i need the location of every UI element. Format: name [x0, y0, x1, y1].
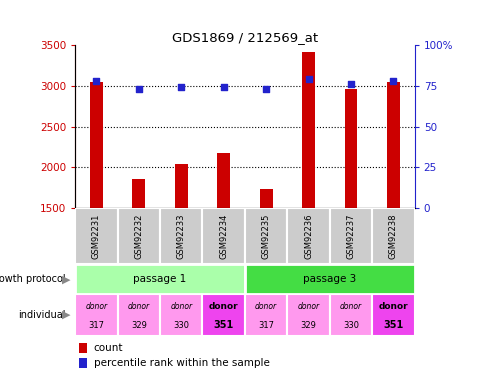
Title: GDS1869 / 212569_at: GDS1869 / 212569_at: [171, 31, 318, 44]
Text: donor: donor: [378, 302, 408, 311]
Point: [389, 78, 396, 84]
Bar: [386, 82, 399, 208]
Text: GSM92233: GSM92233: [176, 213, 185, 259]
Text: donor: donor: [170, 302, 192, 311]
Bar: [75, 208, 117, 264]
Text: percentile rank within the sample: percentile rank within the sample: [94, 358, 269, 368]
Bar: [287, 294, 329, 336]
Point: [177, 84, 185, 90]
Bar: [329, 294, 372, 336]
Bar: [78, 343, 87, 352]
Text: 329: 329: [131, 321, 147, 330]
Text: 329: 329: [300, 321, 316, 330]
Bar: [244, 264, 414, 294]
Text: individual: individual: [18, 310, 65, 320]
Point: [135, 86, 142, 92]
Bar: [160, 208, 202, 264]
Bar: [90, 82, 103, 208]
Bar: [202, 208, 244, 264]
Point: [92, 78, 100, 84]
Text: 317: 317: [257, 321, 273, 330]
Bar: [287, 208, 329, 264]
Bar: [202, 294, 244, 336]
Text: donor: donor: [339, 302, 362, 311]
Text: donor: donor: [85, 302, 107, 311]
Text: count: count: [94, 343, 123, 352]
Bar: [132, 179, 145, 208]
Text: GSM92236: GSM92236: [303, 213, 313, 259]
Text: 351: 351: [213, 320, 233, 330]
Text: GSM92238: GSM92238: [388, 213, 397, 259]
Text: ▶: ▶: [61, 274, 70, 284]
Point: [262, 86, 270, 92]
Bar: [372, 208, 414, 264]
Bar: [259, 189, 272, 208]
Text: donor: donor: [255, 302, 277, 311]
Bar: [372, 294, 414, 336]
Bar: [175, 164, 187, 208]
Bar: [160, 294, 202, 336]
Bar: [75, 294, 117, 336]
Text: ▶: ▶: [61, 310, 70, 320]
Point: [347, 81, 354, 87]
Bar: [329, 208, 372, 264]
Text: 317: 317: [88, 321, 104, 330]
Bar: [78, 358, 87, 368]
Point: [219, 84, 227, 90]
Text: GSM92232: GSM92232: [134, 214, 143, 259]
Text: passage 3: passage 3: [302, 274, 356, 284]
Bar: [344, 89, 357, 208]
Text: donor: donor: [127, 302, 150, 311]
Point: [304, 76, 312, 82]
Bar: [302, 51, 314, 208]
Bar: [117, 294, 160, 336]
Bar: [244, 294, 287, 336]
Bar: [117, 208, 160, 264]
Text: donor: donor: [297, 302, 319, 311]
Bar: [244, 208, 287, 264]
Text: donor: donor: [209, 302, 238, 311]
Bar: [217, 153, 229, 208]
Text: GSM92234: GSM92234: [219, 214, 228, 259]
Bar: [75, 264, 244, 294]
Text: growth protocol: growth protocol: [0, 274, 65, 284]
Text: GSM92231: GSM92231: [91, 214, 101, 259]
Text: GSM92235: GSM92235: [261, 214, 270, 259]
Text: 330: 330: [342, 321, 358, 330]
Text: GSM92237: GSM92237: [346, 213, 355, 259]
Text: 351: 351: [382, 320, 403, 330]
Text: passage 1: passage 1: [133, 274, 186, 284]
Text: 330: 330: [173, 321, 189, 330]
